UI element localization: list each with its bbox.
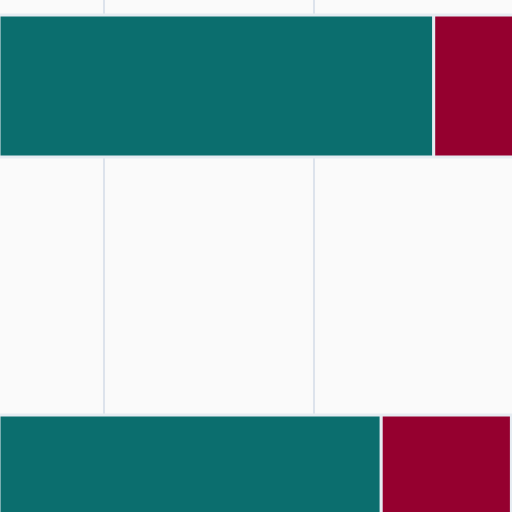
bar-segment-2-series-1	[0, 413, 383, 512]
bar-segment-1-series-1	[0, 13, 436, 159]
bars	[0, 13, 512, 512]
bar-segment-2-series-2	[379, 413, 512, 512]
bar-segment-1-series-2	[432, 13, 512, 159]
